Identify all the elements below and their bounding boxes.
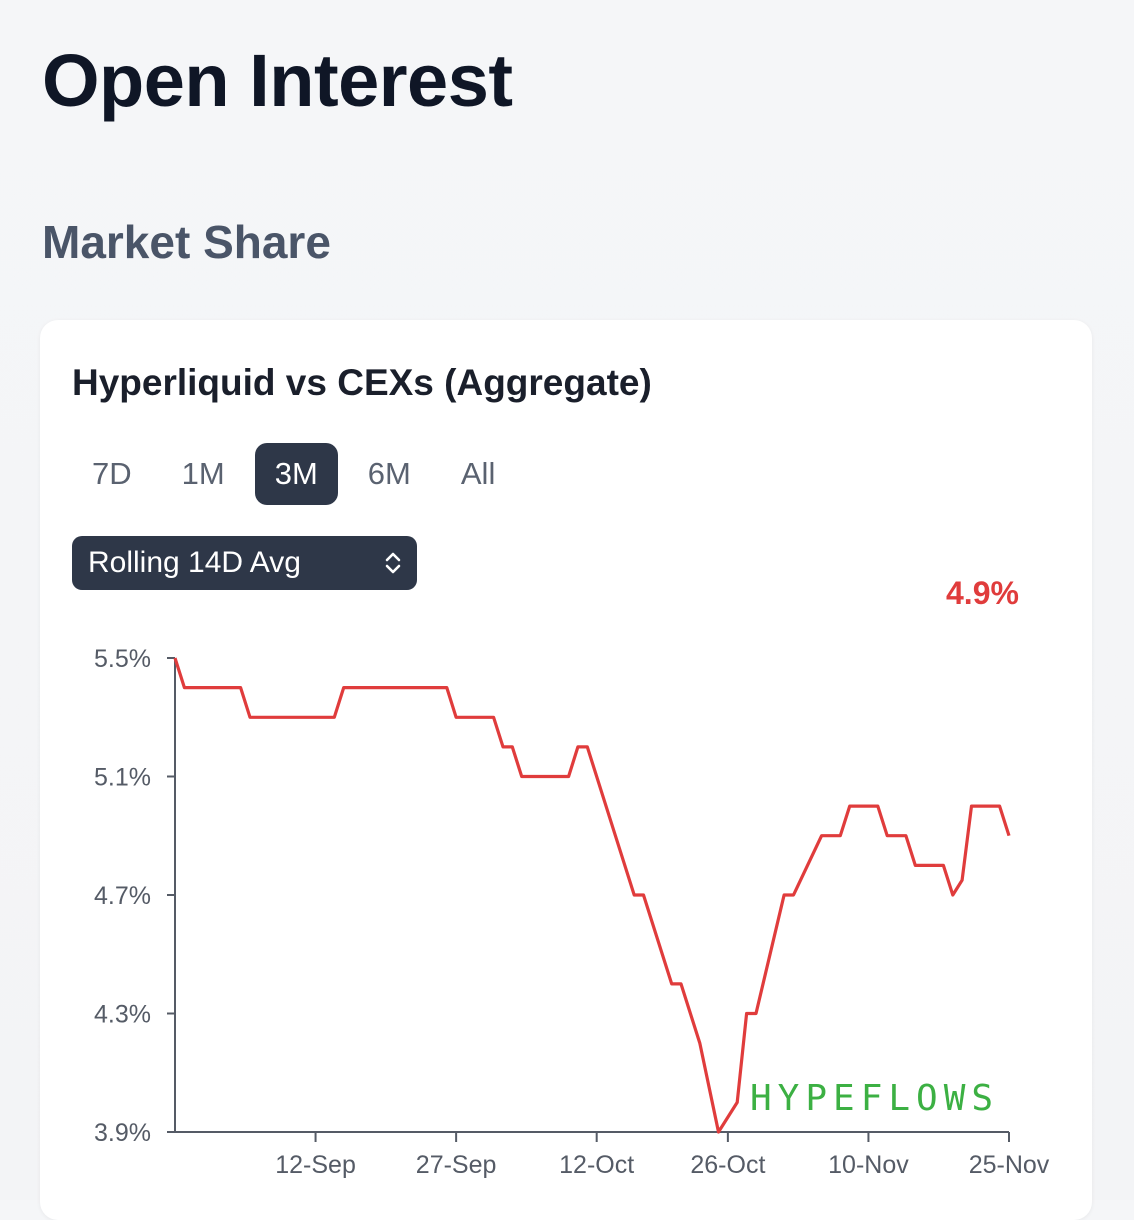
- tab-1m[interactable]: 1M: [181, 456, 225, 491]
- y-tick-label: 4.7%: [94, 882, 151, 910]
- y-tick-label: 5.1%: [94, 764, 151, 792]
- average-select[interactable]: Rolling 14D Avg: [72, 536, 417, 590]
- page-title: Open Interest: [42, 39, 513, 122]
- tab-6m[interactable]: 6M: [367, 456, 411, 491]
- card-title: Hyperliquid vs CEXs (Aggregate): [72, 362, 652, 403]
- average-select-value: Rolling 14D Avg: [88, 546, 301, 579]
- current-value: 4.9%: [946, 575, 1019, 611]
- tab-7d[interactable]: 7D: [92, 456, 132, 491]
- up-down-chevron-icon: [385, 552, 401, 574]
- y-tick-label: 5.5%: [94, 645, 151, 673]
- x-tick-label: 26-Oct: [690, 1151, 765, 1179]
- x-tick-label: 12-Sep: [275, 1151, 356, 1179]
- series-line: [173, 657, 1011, 1134]
- tab-all[interactable]: All: [460, 456, 496, 491]
- x-tick-label: 12-Oct: [559, 1151, 634, 1179]
- chart-card: Hyperliquid vs CEXs (Aggregate) 7D 1M 3M…: [40, 320, 1092, 1220]
- x-tick-label: 27-Sep: [416, 1151, 497, 1179]
- watermark: HYPEFLOWS: [750, 1078, 999, 1119]
- time-range-tabs: 7D 1M 3M 6M All: [72, 443, 525, 505]
- chart-ticks: 5.5% 5.1% 4.7% 4.3% 3.9% 12-Sep 27-Sep 12-Oct 26…: [94, 645, 1050, 1179]
- x-tick-label: 25-Nov: [969, 1151, 1050, 1179]
- y-tick-label: 3.9%: [94, 1119, 151, 1147]
- line-chart: 5.5% 5.1% 4.7% 4.3% 3.9% 12-Sep 27-Sep 12-Oct 26…: [94, 645, 1050, 1179]
- section-title: Market Share: [42, 216, 331, 268]
- y-tick-label: 4.3%: [94, 1001, 151, 1029]
- x-tick-label: 10-Nov: [828, 1151, 909, 1179]
- tab-3m[interactable]: 3M: [254, 443, 338, 505]
- chart-axes: [174, 658, 1009, 1133]
